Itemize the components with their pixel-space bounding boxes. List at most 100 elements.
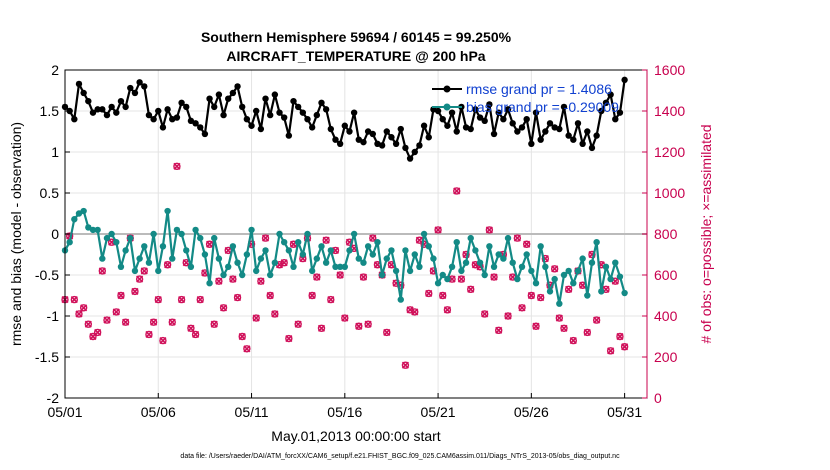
obs-assimilated-marker bbox=[560, 324, 568, 332]
rmse-point bbox=[285, 132, 293, 139]
y2-tick-label-6: 1200 bbox=[654, 144, 685, 160]
obs-assimilated-marker bbox=[308, 291, 316, 300]
obs-possible-marker bbox=[187, 324, 195, 332]
obs-assimilated-marker bbox=[355, 322, 363, 330]
bias-point bbox=[164, 207, 171, 215]
obs-possible-marker bbox=[425, 289, 433, 298]
obs-possible-marker bbox=[532, 322, 540, 330]
rmse-point bbox=[206, 95, 213, 102]
y-tick-label-2: -1 bbox=[47, 308, 60, 324]
obs-assimilated-marker bbox=[341, 314, 349, 322]
rmse-point bbox=[593, 132, 600, 139]
bias-point bbox=[374, 239, 381, 246]
bias-point bbox=[318, 243, 325, 250]
bias-point bbox=[528, 267, 535, 275]
obs-possible-marker bbox=[616, 332, 624, 341]
bias-point bbox=[364, 243, 372, 250]
rmse-point bbox=[239, 103, 246, 111]
bias-point bbox=[80, 207, 87, 215]
bias-point bbox=[253, 267, 260, 275]
bias-point bbox=[71, 216, 78, 223]
obs-possible-marker bbox=[560, 324, 568, 332]
obs-possible-marker bbox=[341, 314, 349, 322]
rmse-point bbox=[308, 124, 316, 131]
bias-point bbox=[257, 255, 265, 262]
rmse-point bbox=[448, 109, 456, 116]
rmse-point bbox=[434, 107, 442, 115]
obs-possible-marker bbox=[173, 162, 181, 171]
bias-point bbox=[294, 239, 302, 246]
footer-data-file: data file: /Users/raeder/DAI/ATM_forcXX/… bbox=[180, 453, 620, 460]
rmse-point bbox=[565, 132, 572, 139]
obs-assimilated-marker bbox=[317, 324, 326, 332]
obs-possible-marker bbox=[261, 234, 270, 242]
bias-point bbox=[453, 239, 460, 246]
rmse-point bbox=[271, 91, 279, 98]
obs-possible-marker bbox=[536, 293, 545, 302]
bias-point bbox=[607, 275, 614, 283]
bias-point bbox=[159, 243, 167, 250]
rmse-point bbox=[122, 103, 129, 111]
bias-point bbox=[430, 255, 437, 262]
rmse-point bbox=[467, 125, 474, 133]
bias-point bbox=[220, 271, 227, 279]
bias-point bbox=[500, 255, 507, 262]
rmse-point bbox=[141, 83, 148, 90]
bias-point bbox=[402, 247, 409, 254]
rmse-point bbox=[145, 111, 153, 119]
bias-point bbox=[127, 234, 134, 242]
rmse-point bbox=[490, 130, 498, 138]
rmse-point bbox=[173, 114, 181, 121]
obs-possible-marker bbox=[359, 273, 368, 281]
rmse-point bbox=[201, 130, 209, 138]
obs-possible-marker bbox=[98, 267, 107, 275]
bias-point bbox=[378, 271, 386, 279]
x-tick-label-6: 05/31 bbox=[607, 404, 642, 420]
obs-assimilated-marker bbox=[84, 320, 92, 328]
bias-point bbox=[369, 251, 376, 258]
obs-possible-marker bbox=[401, 361, 410, 369]
bias-point bbox=[327, 247, 335, 254]
rmse-point bbox=[89, 109, 97, 116]
obs-assimilated-marker bbox=[406, 306, 414, 314]
y-tick-label-6: 1 bbox=[51, 144, 59, 160]
obs-assimilated-marker bbox=[401, 361, 409, 369]
bias-point bbox=[239, 271, 246, 279]
obs-possible-marker bbox=[569, 336, 578, 345]
bias-point bbox=[280, 239, 288, 246]
y2-tick-label-1: 200 bbox=[654, 349, 678, 365]
obs-possible-marker bbox=[117, 291, 125, 300]
rmse-point bbox=[402, 144, 409, 152]
obs-assimilated-marker bbox=[555, 314, 563, 322]
obs-assimilated-marker bbox=[439, 291, 447, 300]
obs-assimilated-marker bbox=[192, 330, 200, 339]
bias-point bbox=[197, 234, 204, 242]
bias-point bbox=[332, 263, 339, 270]
legend-rmse-marker bbox=[443, 85, 451, 93]
obs-possible-marker bbox=[257, 277, 265, 285]
obs-assimilated-marker bbox=[537, 293, 545, 302]
bias-point bbox=[565, 267, 572, 275]
obs-possible-marker bbox=[191, 330, 200, 339]
obs-assimilated-marker bbox=[359, 273, 368, 281]
bias-point bbox=[215, 255, 223, 262]
obs-possible-marker bbox=[336, 271, 344, 279]
obs-possible-marker bbox=[238, 332, 246, 341]
x-tick-label-5: 05/26 bbox=[514, 404, 549, 420]
rmse-point bbox=[472, 106, 479, 113]
obs-assimilated-marker bbox=[75, 310, 83, 318]
bias-point bbox=[416, 263, 423, 270]
bias-point bbox=[616, 273, 624, 280]
bias-point bbox=[546, 288, 554, 295]
legend: rmse grand pr = 1.4086 bias grand pr = -… bbox=[432, 81, 619, 115]
obs-assimilated-marker bbox=[443, 306, 451, 314]
obs-assimilated-marker bbox=[294, 320, 302, 328]
chart-subtitle: AIRCRAFT_TEMPERATURE @ 200 hPa bbox=[226, 48, 485, 64]
rmse-point bbox=[518, 124, 526, 131]
obs-assimilated-marker bbox=[164, 261, 172, 269]
obs-possible-marker bbox=[592, 316, 601, 324]
obs-possible-marker bbox=[135, 275, 144, 283]
bias-point bbox=[155, 267, 162, 275]
obs-possible-marker bbox=[327, 295, 335, 304]
